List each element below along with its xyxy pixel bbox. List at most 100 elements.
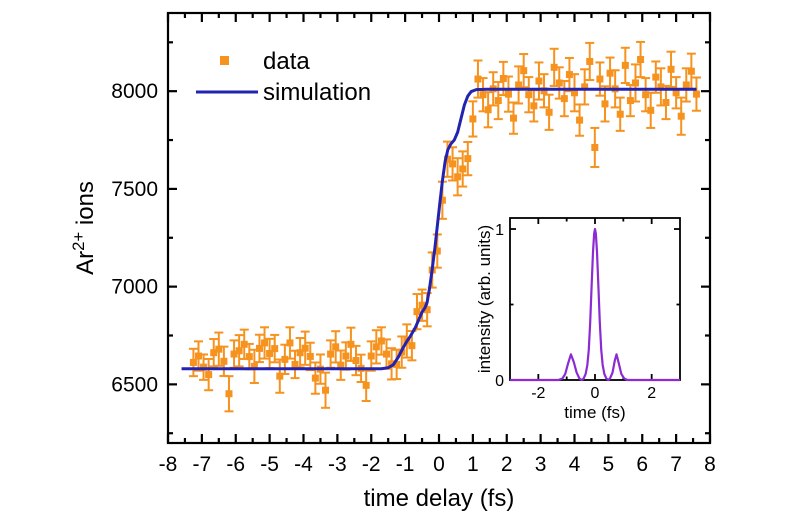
- data-point: [540, 87, 548, 95]
- data-point: [672, 89, 680, 97]
- data-point: [545, 108, 553, 116]
- data-point: [586, 57, 594, 65]
- data-point: [525, 91, 533, 99]
- data-point: [571, 89, 578, 97]
- data-point: [520, 67, 528, 75]
- y-tick-label: 6500: [111, 373, 158, 396]
- data-point: [560, 95, 568, 103]
- x-tick-label: 4: [569, 453, 581, 476]
- data-point: [581, 83, 589, 91]
- data-point: [301, 344, 309, 352]
- main-frame: [166, 11, 712, 445]
- x-tick-label: 7: [670, 453, 682, 476]
- data-point: [205, 371, 213, 379]
- data-point: [515, 81, 523, 89]
- inset-pulse-curve: [510, 227, 680, 382]
- data-point: [245, 353, 253, 361]
- data-point: [443, 155, 451, 163]
- inset: -2 0 2 0 1 time (fs) intensity (arb. units): [475, 216, 682, 422]
- data-point: [306, 352, 314, 360]
- inset-x-tick-label: 0: [591, 385, 600, 402]
- x-axis-label-group: time delay (fs): [364, 485, 515, 512]
- data-point: [377, 337, 385, 345]
- main-tick-labels: -8 -7 -6 -5 -4 -3 -2 -1 0 1 2 3 4 5 6 7 8650070007500800…: [111, 80, 716, 476]
- data-point: [667, 65, 675, 73]
- data-point: [504, 90, 512, 98]
- data-point: [499, 74, 507, 82]
- data-point: [530, 102, 538, 110]
- data-point: [601, 100, 609, 108]
- data-point: [555, 79, 563, 87]
- inset-background: [508, 216, 682, 382]
- data-point: [535, 77, 543, 85]
- data-point: [657, 83, 665, 91]
- x-tick-label: -4: [294, 453, 313, 476]
- data-point: [423, 306, 431, 314]
- data-point: [418, 301, 426, 309]
- data-point: [550, 63, 558, 71]
- data-point: [637, 56, 645, 64]
- data-point: [281, 355, 289, 363]
- x-tick-label: 8: [704, 453, 716, 476]
- data-point: [642, 91, 650, 99]
- x-axis-label: time delay (fs): [364, 485, 515, 512]
- y-axis-label: Ar2+ ions: [69, 181, 100, 275]
- x-tick-label: -3: [328, 453, 347, 476]
- data-point: [347, 340, 355, 348]
- data-point: [682, 81, 690, 89]
- inset-frame: [509, 217, 681, 381]
- legend-data-label: data: [263, 48, 310, 75]
- data-point: [276, 372, 284, 380]
- data-point: [621, 61, 629, 69]
- x-tick-label: -8: [159, 453, 178, 476]
- data-point: [362, 381, 370, 389]
- data-point: [194, 352, 202, 360]
- data-point: [230, 350, 238, 358]
- data-point: [413, 308, 421, 316]
- x-tick-label: 2: [501, 453, 513, 476]
- data-point: [647, 106, 655, 114]
- data-point: [596, 75, 604, 83]
- data-point: [626, 97, 634, 105]
- inset-y-axis-label: intensity (arb. units): [475, 225, 494, 373]
- x-tick-label: -5: [260, 453, 279, 476]
- data-point: [677, 112, 685, 120]
- data-point: [576, 116, 584, 124]
- data-point: [591, 143, 599, 151]
- data-point: [352, 357, 360, 365]
- data-point: [469, 115, 477, 123]
- inset-y-tick-label: 0: [495, 373, 504, 390]
- data-point: [342, 352, 350, 360]
- y-tick-label: 7500: [111, 178, 158, 201]
- y-axis-label-group: Ar2+ ions: [69, 181, 100, 275]
- data-point: [372, 343, 380, 351]
- data-point: [215, 345, 223, 353]
- data-point: [200, 363, 208, 371]
- x-tick-label: -6: [226, 453, 245, 476]
- x-tick-label: 5: [603, 453, 615, 476]
- data-point: [479, 91, 487, 99]
- legend-simulation-label: simulation: [263, 79, 371, 106]
- data-point: [189, 358, 197, 366]
- data-point: [606, 69, 614, 77]
- data-point: [388, 360, 396, 368]
- inset-x-tick-label: 2: [647, 385, 656, 402]
- data-point: [271, 345, 279, 353]
- data-point: [433, 247, 441, 255]
- x-tick-label: 0: [433, 453, 445, 476]
- x-tick-label: -7: [193, 453, 212, 476]
- data-point: [255, 344, 263, 352]
- data-point: [662, 99, 670, 107]
- main-axes: [166, 11, 712, 445]
- data-point: [220, 357, 228, 365]
- data-point: [464, 155, 472, 163]
- data-point: [494, 97, 502, 105]
- inset-x-axis-label: time (fs): [564, 403, 625, 422]
- data-point: [616, 110, 624, 118]
- data-point: [382, 350, 390, 358]
- data-point: [652, 73, 660, 81]
- data-point: [367, 352, 375, 360]
- data-point: [393, 360, 401, 368]
